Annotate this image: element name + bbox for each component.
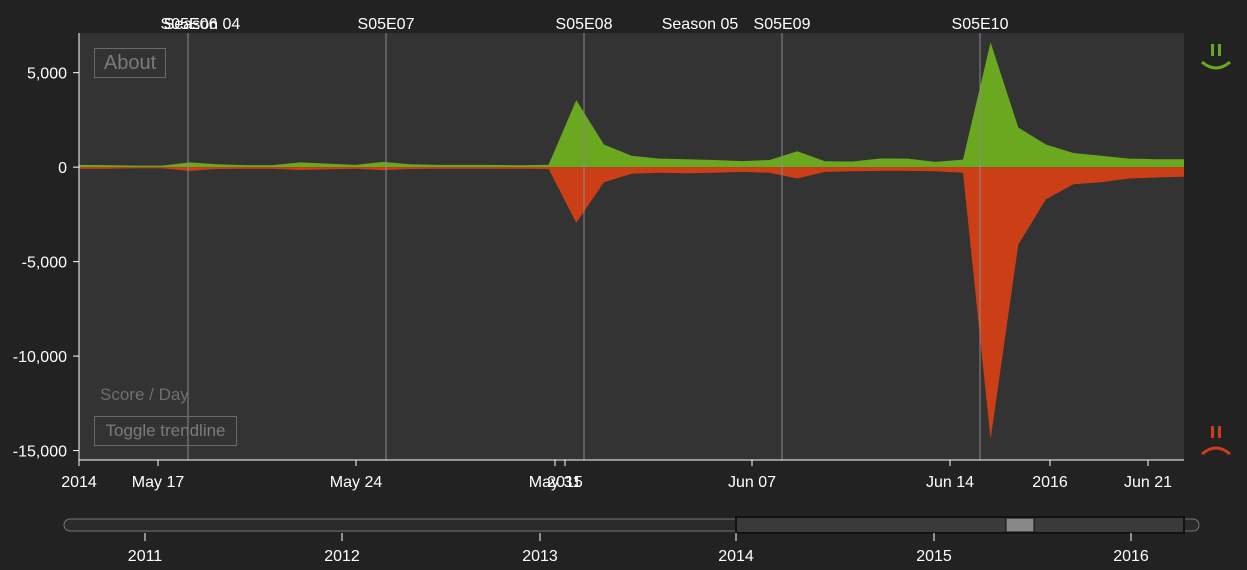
episode-label: S05E10 [952,16,1009,33]
y-tick-label: -15,000 [13,444,67,461]
episode-label: S05E07 [358,16,415,33]
x-tick-label: 2015 [547,474,583,491]
toggle-trendline-button[interactable]: Toggle trendline [94,416,237,446]
navigator-tick-label: 2015 [916,548,952,565]
happy-face-icon [1201,44,1231,70]
x-tick-label: Jun 07 [728,474,776,491]
episode-label: S05E09 [754,16,811,33]
episode-label: S05E06 [161,16,218,33]
x-tick-label: Jun 21 [1124,474,1172,491]
navigator-window[interactable] [735,516,1185,534]
x-tick-label: May 24 [330,474,383,491]
navigator-tick-label: 2016 [1113,548,1149,565]
navigator-tick-label: 2014 [718,548,754,565]
episode-label: Season 04 [164,16,241,33]
navigator[interactable]: 2011 2012 2013 2014 2015 2016 [63,516,1200,565]
x-tick-label: May 31 [529,474,582,491]
x-tick-label: 2014 [61,474,97,491]
episode-label: S05E08 [556,16,613,33]
about-button[interactable]: About [94,48,166,78]
y-tick-label: 5,000 [27,66,67,83]
sad-face-icon [1201,426,1231,456]
x-tick-label: 2016 [1032,474,1068,491]
navigator-handle[interactable] [1005,517,1035,533]
y-tick-label: -5,000 [22,255,67,272]
y-tick-label: 0 [58,160,67,177]
episode-label: Season 05 [662,16,739,33]
x-tick-label: Jun 14 [926,474,974,491]
x-tick-label: May 17 [132,474,185,491]
y-tick-label: -10,000 [13,349,67,366]
navigator-tick-label: 2011 [128,548,163,565]
score-per-day-label: Score / Day [100,385,189,404]
navigator-tick-label: 2013 [522,548,558,565]
positive-area [79,42,1184,168]
navigator-tick-label: 2012 [324,548,360,565]
plot-area [79,33,1184,460]
